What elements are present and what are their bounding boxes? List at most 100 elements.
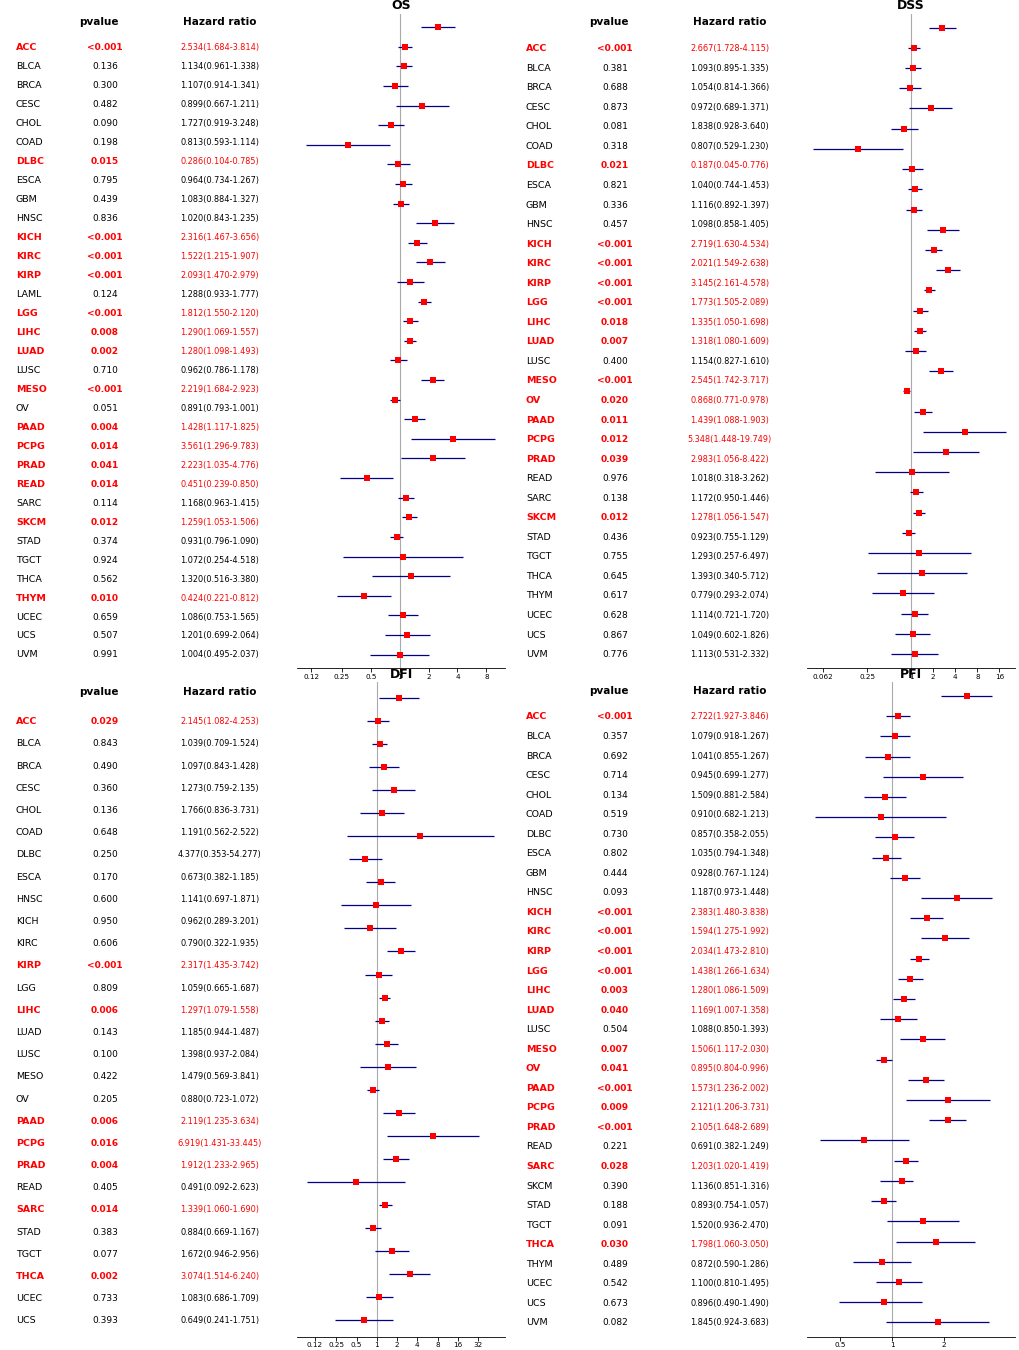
Text: LGG: LGG xyxy=(16,984,36,992)
Text: 0.041: 0.041 xyxy=(600,1064,629,1073)
Text: 0.357: 0.357 xyxy=(601,732,628,741)
Text: 1.318(1.080-1.609): 1.318(1.080-1.609) xyxy=(690,338,768,347)
Text: 0.436: 0.436 xyxy=(601,533,627,541)
Text: LUAD: LUAD xyxy=(16,1027,42,1037)
Text: 1.506(1.117-2.030): 1.506(1.117-2.030) xyxy=(690,1045,768,1054)
Text: LUAD: LUAD xyxy=(526,338,553,347)
Text: 1.273(0.759-2.135): 1.273(0.759-2.135) xyxy=(180,784,259,792)
Text: LUAD: LUAD xyxy=(16,347,44,356)
Text: <0.001: <0.001 xyxy=(596,946,632,956)
Text: 2.145(1.082-4.253): 2.145(1.082-4.253) xyxy=(180,717,259,726)
Text: MESO: MESO xyxy=(526,1045,556,1054)
Text: 2.119(1.235-3.634): 2.119(1.235-3.634) xyxy=(180,1116,259,1126)
Text: pvalue: pvalue xyxy=(589,18,629,27)
Text: 2.545(1.742-3.717): 2.545(1.742-3.717) xyxy=(690,377,768,386)
Text: <0.001: <0.001 xyxy=(596,967,632,976)
Text: 0.093: 0.093 xyxy=(601,888,628,898)
Text: 1.114(0.721-1.720): 1.114(0.721-1.720) xyxy=(690,612,768,620)
Text: THYM: THYM xyxy=(526,1260,552,1269)
Text: 0.691(0.382-1.249): 0.691(0.382-1.249) xyxy=(690,1142,768,1152)
Text: 0.012: 0.012 xyxy=(600,435,629,444)
Text: <0.001: <0.001 xyxy=(596,278,632,288)
Text: 2.223(1.035-4.776): 2.223(1.035-4.776) xyxy=(180,460,259,470)
Text: 0.003: 0.003 xyxy=(600,986,629,995)
Text: <0.001: <0.001 xyxy=(596,45,632,53)
Text: 0.014: 0.014 xyxy=(91,1206,119,1215)
Text: 0.673: 0.673 xyxy=(601,1299,628,1308)
Text: 2.383(1.480-3.838): 2.383(1.480-3.838) xyxy=(690,909,768,917)
Text: THCA: THCA xyxy=(526,1241,554,1249)
Text: 0.910(0.682-1.213): 0.910(0.682-1.213) xyxy=(690,810,768,819)
Text: 0.114: 0.114 xyxy=(92,498,117,508)
Text: <0.001: <0.001 xyxy=(596,1084,632,1092)
Text: 0.041: 0.041 xyxy=(91,460,119,470)
Text: 1.169(1.007-1.358): 1.169(1.007-1.358) xyxy=(690,1006,768,1015)
Text: 0.813(0.593-1.114): 0.813(0.593-1.114) xyxy=(180,138,259,147)
Text: UVM: UVM xyxy=(16,651,38,659)
Text: PAAD: PAAD xyxy=(526,1084,554,1092)
Text: 0.051: 0.051 xyxy=(92,404,118,413)
Text: 1.838(0.928-3.640): 1.838(0.928-3.640) xyxy=(690,123,768,131)
Text: 0.020: 0.020 xyxy=(600,396,629,405)
Text: LIHC: LIHC xyxy=(526,986,550,995)
Text: 1.201(0.699-2.064): 1.201(0.699-2.064) xyxy=(180,632,259,640)
Text: 0.014: 0.014 xyxy=(91,479,119,489)
Text: CHOL: CHOL xyxy=(526,123,551,131)
Text: 0.029: 0.029 xyxy=(91,717,119,726)
Text: 0.444: 0.444 xyxy=(601,869,627,878)
Text: 0.400: 0.400 xyxy=(601,356,627,366)
Text: 0.857(0.358-2.055): 0.857(0.358-2.055) xyxy=(690,830,768,838)
Text: 2.316(1.467-3.656): 2.316(1.467-3.656) xyxy=(180,234,259,242)
Text: 0.021: 0.021 xyxy=(600,162,629,170)
Text: 0.136: 0.136 xyxy=(92,62,118,72)
Text: <0.001: <0.001 xyxy=(596,927,632,937)
Text: 1.259(1.053-1.506): 1.259(1.053-1.506) xyxy=(180,517,259,526)
Text: 0.489: 0.489 xyxy=(601,1260,627,1269)
Text: 1.297(1.079-1.558): 1.297(1.079-1.558) xyxy=(180,1006,259,1015)
Text: 0.187(0.045-0.776): 0.187(0.045-0.776) xyxy=(690,162,768,170)
Text: 0.091: 0.091 xyxy=(601,1220,628,1230)
Text: BRCA: BRCA xyxy=(16,81,42,90)
Text: STAD: STAD xyxy=(526,1202,550,1210)
Text: 0.170: 0.170 xyxy=(92,872,118,882)
Text: 1.098(0.858-1.405): 1.098(0.858-1.405) xyxy=(690,220,768,230)
Text: 0.962(0.289-3.201): 0.962(0.289-3.201) xyxy=(180,917,259,926)
Text: 0.286(0.104-0.785): 0.286(0.104-0.785) xyxy=(180,157,259,166)
Text: 0.090: 0.090 xyxy=(92,119,118,128)
Text: UCS: UCS xyxy=(16,1316,36,1326)
Text: 5.348(1.448-19.749): 5.348(1.448-19.749) xyxy=(687,435,771,444)
Text: 3.145(2.161-4.578): 3.145(2.161-4.578) xyxy=(690,278,768,288)
Text: 0.007: 0.007 xyxy=(600,1045,629,1054)
Text: STAD: STAD xyxy=(16,536,41,545)
Text: 0.779(0.293-2.074): 0.779(0.293-2.074) xyxy=(690,591,768,601)
X-axis label: Hazard ratio: Hazard ratio xyxy=(373,683,428,691)
Text: 1.079(0.918-1.267): 1.079(0.918-1.267) xyxy=(690,732,768,741)
Text: 0.542: 0.542 xyxy=(601,1280,627,1288)
Text: COAD: COAD xyxy=(526,810,553,819)
Text: 1.191(0.562-2.522): 1.191(0.562-2.522) xyxy=(180,828,259,837)
Text: Hazard ratio: Hazard ratio xyxy=(692,686,765,695)
Text: 0.867: 0.867 xyxy=(601,630,628,640)
Text: ESCA: ESCA xyxy=(526,181,550,190)
Text: 1.290(1.069-1.557): 1.290(1.069-1.557) xyxy=(180,328,259,338)
Text: 1.727(0.919-3.248): 1.727(0.919-3.248) xyxy=(180,119,259,128)
Text: 0.755: 0.755 xyxy=(601,552,628,562)
Text: READ: READ xyxy=(526,474,551,483)
Text: 0.482: 0.482 xyxy=(92,100,117,109)
Text: 0.673(0.382-1.185): 0.673(0.382-1.185) xyxy=(180,872,259,882)
Text: 1.088(0.850-1.393): 1.088(0.850-1.393) xyxy=(690,1025,768,1034)
Text: HNSC: HNSC xyxy=(16,895,43,903)
Text: 0.884(0.669-1.167): 0.884(0.669-1.167) xyxy=(180,1227,259,1237)
Text: 0.134: 0.134 xyxy=(601,791,627,799)
Text: 0.077: 0.077 xyxy=(92,1250,118,1260)
Text: 6.919(1.431-33.445): 6.919(1.431-33.445) xyxy=(177,1139,262,1147)
Text: 0.390: 0.390 xyxy=(601,1181,628,1191)
Text: 1.398(0.937-2.084): 1.398(0.937-2.084) xyxy=(180,1050,259,1060)
Title: PFI: PFI xyxy=(899,668,921,680)
Text: 1.672(0.946-2.956): 1.672(0.946-2.956) xyxy=(180,1250,259,1260)
Text: 0.439: 0.439 xyxy=(92,194,117,204)
Text: LUSC: LUSC xyxy=(526,356,550,366)
Text: 1.812(1.550-2.120): 1.812(1.550-2.120) xyxy=(180,309,259,317)
Text: THCA: THCA xyxy=(16,575,42,583)
Text: 0.006: 0.006 xyxy=(91,1006,119,1015)
